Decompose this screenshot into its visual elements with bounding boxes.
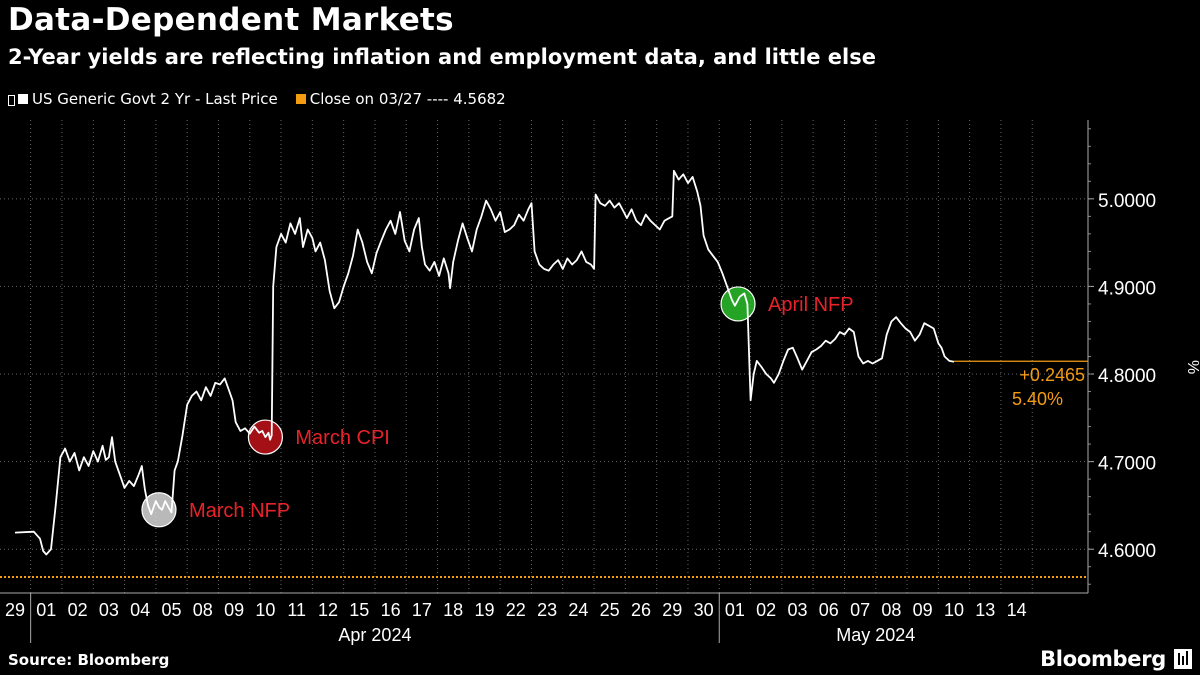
annotation-labels: March NFP March CPI April NFP bbox=[189, 294, 854, 522]
x-tick-label: 10 bbox=[255, 600, 275, 620]
x-tick-label: 17 bbox=[412, 600, 432, 620]
x-tick-label: 30 bbox=[694, 600, 714, 620]
x-tick-label: 18 bbox=[443, 600, 463, 620]
line-series-icon bbox=[8, 94, 15, 106]
x-tick-label: 01 bbox=[36, 600, 56, 620]
last-pct-label: 5.40% bbox=[1012, 389, 1063, 409]
x-tick-label: 26 bbox=[631, 600, 651, 620]
x-tick-label: 05 bbox=[161, 600, 181, 620]
x-tick-label: 22 bbox=[506, 600, 526, 620]
y-unit-label: % bbox=[1184, 360, 1200, 374]
legend: US Generic Govt 2 Yr - Last Price Close … bbox=[8, 90, 506, 108]
annotation-marker bbox=[141, 492, 177, 528]
x-tick-label: 09 bbox=[224, 600, 244, 620]
last-change-label: +0.2465 bbox=[1019, 365, 1085, 385]
brand-logo-text: Bloomberg bbox=[1040, 647, 1166, 671]
x-tick-label: 02 bbox=[68, 600, 88, 620]
x-tick-label: 07 bbox=[850, 600, 870, 620]
annotation-label: March NFP bbox=[189, 500, 290, 522]
annotation-marker bbox=[720, 286, 756, 322]
source-note: Source: Bloomberg bbox=[8, 651, 170, 669]
month-label: Apr 2024 bbox=[338, 625, 411, 645]
x-tick-label: 25 bbox=[600, 600, 620, 620]
series-line-2yr bbox=[14, 169, 955, 556]
y-tick-label: 4.6000 bbox=[1098, 541, 1156, 562]
x-tick-label: 02 bbox=[756, 600, 776, 620]
axes: 4.6000 4.7000 4.8000 4.9000 5.0000% 29 01 02 03 0… bbox=[0, 120, 1200, 645]
gridlines bbox=[0, 120, 1088, 593]
x-tick-label: 08 bbox=[881, 600, 901, 620]
x-tick-label: 13 bbox=[975, 600, 995, 620]
chart-subtitle: 2-Year yields are reflecting inflation a… bbox=[8, 45, 876, 69]
legend-swatch-close bbox=[295, 94, 306, 104]
annotation-label: April NFP bbox=[768, 294, 854, 316]
legend-swatch-series bbox=[18, 94, 28, 104]
x-tick-label: 03 bbox=[787, 600, 807, 620]
chart-title: Data-Dependent Markets bbox=[8, 2, 454, 38]
x-tick-label: 29 bbox=[5, 600, 25, 620]
x-tick-label: 08 bbox=[193, 600, 213, 620]
annotation-label: March CPI bbox=[295, 427, 389, 449]
y-tick-label: 5.0000 bbox=[1098, 191, 1156, 212]
bloomberg-terminal-icon bbox=[1174, 649, 1192, 669]
x-tick-label: 12 bbox=[318, 600, 338, 620]
y-tick-label: 4.9000 bbox=[1098, 278, 1156, 299]
y-tick-label: 4.7000 bbox=[1098, 454, 1156, 475]
x-tick-label: 03 bbox=[99, 600, 119, 620]
legend-series-label: US Generic Govt 2 Yr - Last Price bbox=[32, 90, 278, 108]
legend-close-label: Close on 03/27 ---- 4.5682 bbox=[309, 90, 506, 108]
series-group bbox=[14, 169, 955, 556]
x-tick-label: 04 bbox=[130, 600, 150, 620]
x-tick-label: 11 bbox=[287, 600, 306, 620]
y-tick-label: 4.8000 bbox=[1098, 366, 1156, 387]
x-tick-label: 23 bbox=[537, 600, 557, 620]
x-tick-label: 14 bbox=[1007, 600, 1027, 620]
x-tick-label: 24 bbox=[568, 600, 588, 620]
x-tick-label: 19 bbox=[474, 600, 494, 620]
x-tick-label: 10 bbox=[944, 600, 964, 620]
x-tick-label: 06 bbox=[819, 600, 839, 620]
month-label: May 2024 bbox=[836, 625, 915, 645]
x-tick-label: 29 bbox=[662, 600, 682, 620]
x-tick-label: 16 bbox=[381, 600, 401, 620]
x-tick-label: 01 bbox=[725, 600, 745, 620]
x-tick-label: 09 bbox=[913, 600, 933, 620]
x-tick-label: 15 bbox=[349, 600, 369, 620]
last-value-group: +0.2465 5.40% bbox=[954, 360, 1088, 409]
